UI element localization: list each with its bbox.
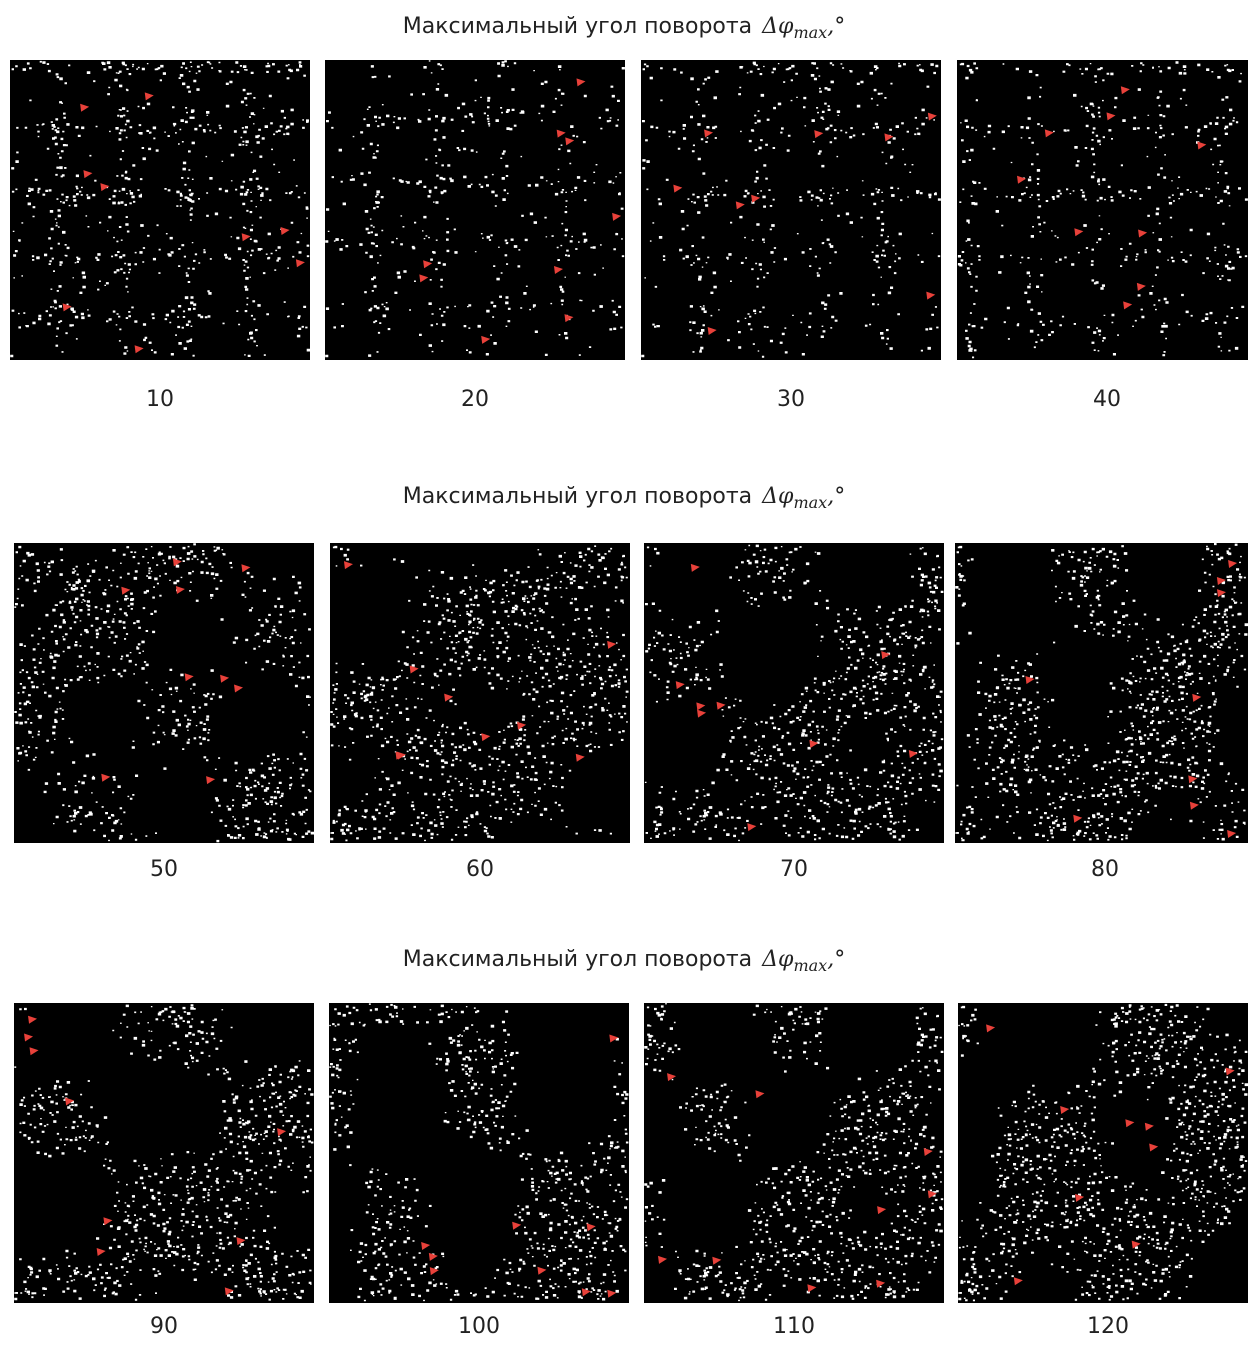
panel-label: 100 [458, 1314, 500, 1339]
image-background [10, 60, 310, 360]
simulation-image [330, 543, 630, 843]
image-background [325, 60, 625, 360]
panel-label: 30 [777, 387, 805, 412]
panel-label: 60 [466, 857, 494, 882]
simulation-image [10, 60, 310, 360]
simulation-image [958, 1003, 1248, 1303]
panel-title: Максимальный угол поворота Δφmax,° [403, 14, 845, 42]
image-background [957, 60, 1248, 360]
simulation-image [644, 543, 944, 843]
figure: Максимальный угол поворотаΔφmax,°1020304… [0, 0, 1248, 1341]
title-subscript: max [793, 23, 827, 42]
title-text: Максимальный угол поворота [403, 14, 752, 39]
panel-label: 110 [773, 1314, 815, 1339]
title-symbol: Δφ [761, 947, 794, 972]
title-text: Максимальный угол поворота [403, 947, 752, 972]
page: Максимальный угол поворотаΔφmax,°1020304… [0, 0, 1248, 1341]
panel-label: 10 [146, 387, 174, 412]
simulation-image [14, 1003, 314, 1303]
panel-label: 70 [780, 857, 808, 882]
image-background [330, 543, 630, 843]
simulation-image [325, 60, 625, 360]
simulation-image [641, 60, 941, 360]
panel-title: Максимальный угол поворота Δφmax,° [403, 947, 845, 975]
panel-label: 20 [461, 387, 489, 412]
simulation-image [329, 1003, 629, 1303]
panel-label: 80 [1091, 857, 1119, 882]
title-suffix: ,° [827, 14, 845, 39]
simulation-image [957, 60, 1248, 360]
simulation-image [955, 543, 1248, 843]
title-text: Максимальный угол поворота [403, 484, 752, 509]
image-background [641, 60, 941, 360]
simulation-image [14, 543, 314, 843]
simulation-image [644, 1003, 944, 1303]
image-background [14, 543, 314, 843]
title-subscript: max [793, 493, 827, 512]
title-subscript: max [793, 956, 827, 975]
title-suffix: ,° [827, 947, 845, 972]
title-symbol: Δφ [761, 484, 794, 509]
panel-label: 90 [150, 1314, 178, 1339]
panel-label: 120 [1087, 1314, 1129, 1339]
title-suffix: ,° [827, 484, 845, 509]
panel-label: 40 [1093, 387, 1121, 412]
image-background [329, 1003, 629, 1303]
title-symbol: Δφ [761, 14, 794, 39]
image-background [644, 543, 944, 843]
panel-label: 50 [150, 857, 178, 882]
image-background [955, 543, 1248, 843]
panel-title: Максимальный угол поворота Δφmax,° [403, 484, 845, 512]
image-background [958, 1003, 1248, 1303]
